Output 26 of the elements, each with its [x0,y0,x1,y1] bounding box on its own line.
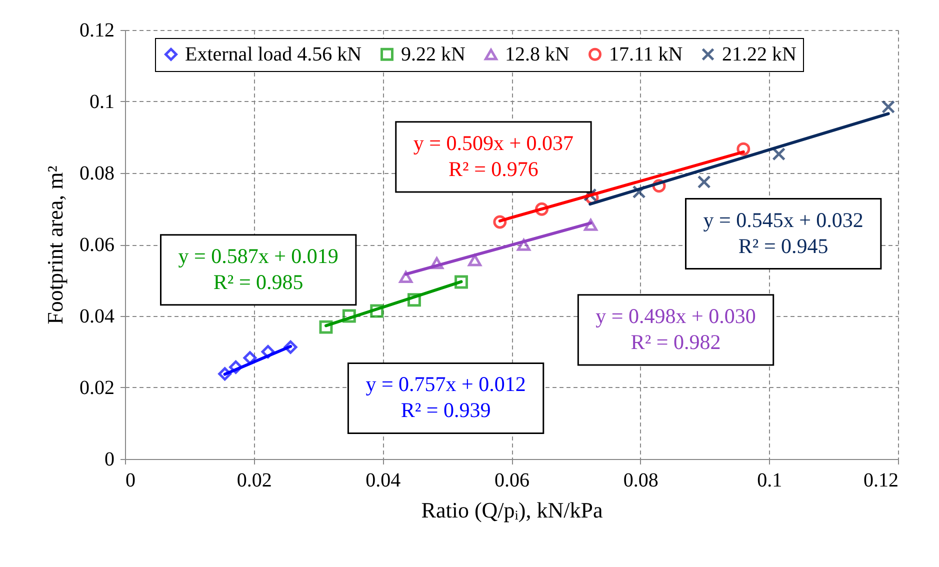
x-axis-title: Ratio (Q/pᵢ), kN/kPa [421,498,603,522]
annotation: y = 0.509x + 0.037 R² = 0.976 [413,130,574,181]
legend-label: External load 4.56 kN [185,43,362,66]
x-tick-label: 0.12 [864,470,898,492]
x-tick-label: 0.06 [494,470,530,492]
annotation: y = 0.587x + 0.019 R² = 0.985 [178,244,338,294]
annotation: y = 0.545x + 0.032 R² = 0.945 [703,208,864,258]
y-tick-label: 0.06 [80,234,114,256]
y-tick-label: 0.04 [80,306,114,328]
legend-label: 12.8 kN [505,44,570,66]
x-tick-label: 0.04 [366,470,401,492]
x-tick-label: 0.1 [757,470,782,492]
x-tick-label: 0 [126,470,136,492]
y-tick-label: 0.08 [80,162,114,184]
x-tick-label: 0.08 [623,470,658,492]
y-tick-label: 0.1 [90,91,114,113]
annotation: y = 0.498x + 0.030 R² = 0.982 [596,304,756,354]
legend-label: 9.22 kN [401,43,466,66]
y-tick-label: 0.12 [80,20,114,42]
legend-label: 21.22 kN [722,43,796,66]
y-tick-label: 0.02 [80,377,114,399]
y-tick-label: 0 [104,448,114,470]
legend-label: 17.11 kN [609,43,683,66]
annotation: y = 0.757x + 0.012 R² = 0.939 [366,372,526,422]
y-axis-title: Footprint area, m² [42,165,68,324]
x-tick-label: 0.02 [236,470,272,492]
